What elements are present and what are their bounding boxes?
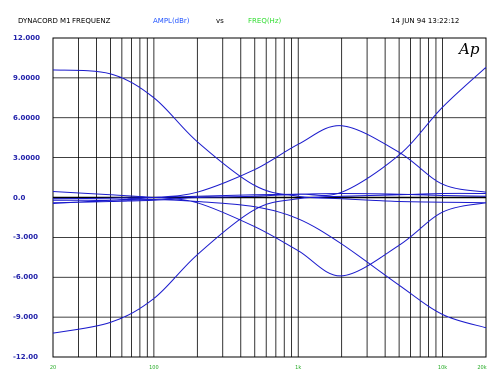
response-curves <box>52 66 487 334</box>
header-vs: vs <box>216 17 224 25</box>
y-tick-label: -6.000 <box>13 273 39 282</box>
x-tick-label: 100 <box>149 365 159 371</box>
y-tick-label: -12.00 <box>13 353 39 361</box>
header-y-quantity: AMPL(dBr) <box>153 17 190 25</box>
y-tick-label: 9.0000 <box>13 73 41 82</box>
x-tick-label: 1k <box>295 365 302 371</box>
y-tick-label: 3.0000 <box>13 153 41 162</box>
horizontal-grid <box>53 37 486 358</box>
y-tick-label: 12.000 <box>13 34 41 42</box>
x-tick-label: 10k <box>437 365 448 371</box>
response-curve-1 <box>52 69 487 204</box>
y-tick-label: -3.000 <box>13 233 39 242</box>
response-curve-5 <box>52 66 487 204</box>
y-tick-label: -9.000 <box>13 313 39 322</box>
y-tick-label: 0.0 <box>13 193 26 202</box>
response-curve-3 <box>52 125 487 204</box>
response-curve-2 <box>52 192 487 334</box>
response-curve-4 <box>52 191 487 277</box>
x-tick-label: 20k <box>477 365 487 371</box>
header-mode: FREQUENZ <box>72 17 111 25</box>
header-device: DYNACORD M1 <box>18 17 71 25</box>
plot-frame <box>52 37 487 358</box>
response-curve-6 <box>52 198 487 329</box>
header-x-quantity: FREQ(Hz) <box>248 17 282 25</box>
x-tick-label: 20 <box>49 365 57 371</box>
response-curve-7 <box>52 192 487 200</box>
ap-logo: Ap <box>459 40 480 58</box>
y-tick-label: 6.0000 <box>13 113 41 122</box>
header-datetime: 14 JUN 94 13:22:12 <box>391 17 460 25</box>
